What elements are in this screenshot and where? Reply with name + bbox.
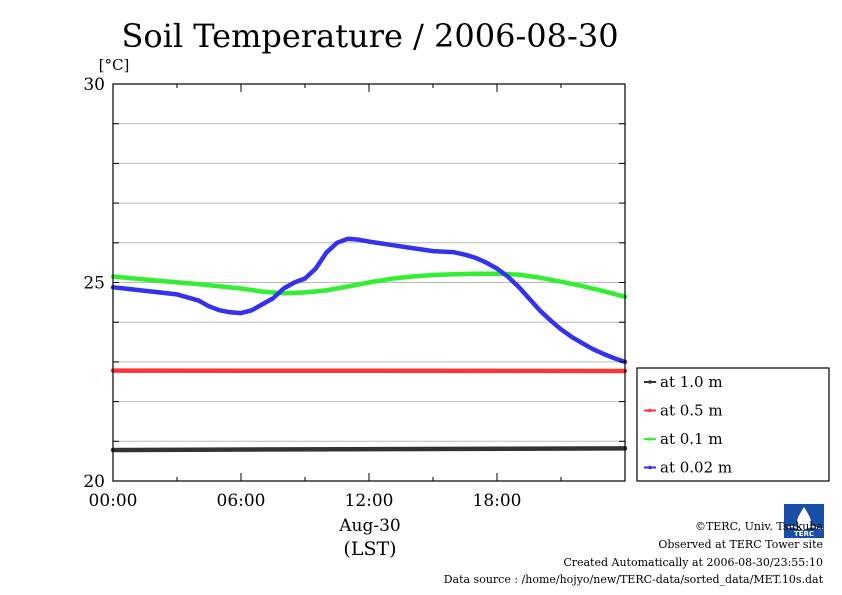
legend-marker xyxy=(648,465,652,470)
legend-label: at 0.1 m xyxy=(660,430,723,448)
legend-label: at 0.02 m xyxy=(660,459,732,477)
chart-title: Soil Temperature / 2006-08-30 xyxy=(121,17,618,55)
x-tick-labels: 00:00 06:00 12:00 18:00 xyxy=(89,491,522,511)
y-tick-label: 25 xyxy=(83,274,105,294)
y-tick-label: 20 xyxy=(83,472,105,492)
x-axis-label: (LST) xyxy=(343,538,396,560)
x-tick-label: 18:00 xyxy=(473,491,522,511)
footer-observed-site: Observed at TERC Tower site xyxy=(658,538,823,551)
series-line-2 xyxy=(110,271,628,300)
logo-wave-icon xyxy=(786,525,823,531)
legend-marker xyxy=(648,380,652,384)
legend-marker xyxy=(648,408,652,413)
footer-created-time: Created Automatically at 2006-08-30/23:5… xyxy=(563,556,823,569)
logo-text: TERC xyxy=(794,530,814,538)
y-tick-label: 30 xyxy=(83,75,105,95)
footer-copyright: ©TERC, Univ. Tsukuba xyxy=(694,520,823,533)
legend-box xyxy=(636,367,830,482)
series-line-3 xyxy=(110,236,628,365)
axis-ticks xyxy=(112,83,626,482)
legend-label: at 1.0 m xyxy=(660,373,723,391)
terc-logo: TERC xyxy=(784,504,824,538)
x-tick-label: 00:00 xyxy=(89,491,138,511)
y-tick-labels: 20 25 30 xyxy=(83,75,105,492)
series-layer xyxy=(110,236,628,453)
legend-items: at 1.0 m at 0.5 m at 0.1 m at 0.02 m xyxy=(644,373,732,477)
y-axis-unit: [°C] xyxy=(99,56,130,74)
legend-label: at 0.5 m xyxy=(660,402,723,420)
x-tick-label: 12:00 xyxy=(345,491,394,511)
legend: at 1.0 m at 0.5 m at 0.1 m at 0.02 m xyxy=(636,367,830,482)
legend-marker xyxy=(648,437,652,441)
x-tick-label: 06:00 xyxy=(217,491,266,511)
series-line-0 xyxy=(110,446,628,453)
logo-water-drop-icon xyxy=(797,507,811,529)
footer-data-source: Data source : /home/hojyo/new/TERC-data/… xyxy=(443,573,823,586)
x-date-label: Aug-30 xyxy=(338,516,400,536)
